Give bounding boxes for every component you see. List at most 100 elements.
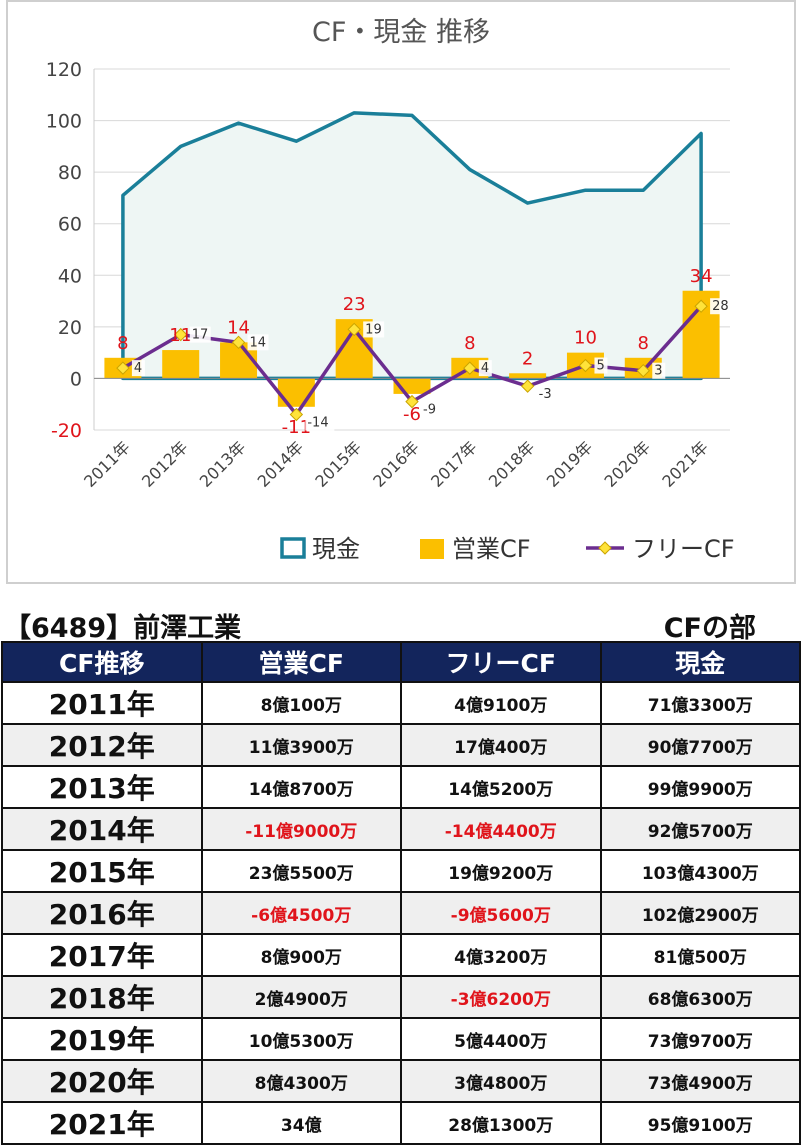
free-cf-marker: [116, 361, 130, 375]
operating-cf-data-label: 8: [638, 333, 649, 354]
legend-cash-label: 現金: [312, 535, 360, 563]
x-tick-label: 2020年: [601, 437, 655, 491]
operating-cf-cell: 8億900万: [200, 933, 402, 977]
cash-cell: 103億4300万: [599, 849, 801, 893]
free-cf-marker: [463, 361, 477, 375]
cash-cell: 68億6300万: [599, 975, 801, 1019]
legend-operating-cf-swatch: [420, 539, 444, 559]
table-row: 2011年 8億100万 4億9100万 71億3300万: [1, 681, 801, 725]
free-cf-label-box: [536, 386, 558, 403]
free-cf-cell: 28億1300万: [400, 1101, 602, 1145]
free-cf-data-label: -9: [423, 403, 436, 418]
cash-cell: 92億5700万: [599, 807, 801, 851]
free-cf-data-label: 4: [481, 361, 489, 376]
operating-cf-data-label: 11: [169, 325, 192, 346]
free-cf-cell: 4億3200万: [400, 933, 602, 977]
free-cf-cell: -9億5600万: [400, 891, 602, 935]
x-tick-label: 2019年: [543, 437, 597, 491]
x-tick-label: 2021年: [658, 437, 712, 491]
table-row: 2012年 11億3900万 17億400万 90億7700万: [1, 723, 801, 767]
operating-cf-cell: 8億100万: [200, 681, 402, 725]
table-row: 2013年 14億8700万 14億5200万 99億9900万: [1, 765, 801, 809]
operating-cf-data-label: 14: [227, 317, 250, 338]
legend-free-cf-marker: [598, 541, 612, 555]
operating-cf-data-label: -11: [282, 417, 311, 438]
free-cf-label-box: [305, 414, 335, 431]
operating-cf-cell: 34億: [200, 1101, 402, 1145]
free-cf-label-box: [652, 362, 666, 379]
y-tick-label: 120: [46, 59, 82, 81]
year-cell: 2011年: [1, 681, 203, 725]
cash-cell: 73億4900万: [599, 1059, 801, 1103]
free-cf-data-label: 14: [250, 335, 267, 350]
free-cf-data-label: -14: [307, 416, 328, 431]
cash-cell: 73億9700万: [599, 1017, 801, 1061]
year-cell: 2016年: [1, 891, 203, 935]
table-row: 2014年 -11億9000万 -14億4400万 92億5700万: [1, 807, 801, 851]
operating-cf-data-label: 10: [574, 328, 597, 349]
free-cf-data-label: 5: [596, 359, 604, 374]
col-header-period: CF推移: [1, 641, 203, 683]
free-cf-marker: [289, 407, 304, 422]
operating-cf-data-label: 34: [690, 266, 713, 287]
year-cell: 2015年: [1, 849, 203, 893]
operating-cf-cell: 23億5500万: [200, 849, 402, 893]
year-cell: 2014年: [1, 807, 203, 851]
operating-cf-cell: 10億5300万: [200, 1017, 402, 1061]
year-cell: 2018年: [1, 975, 203, 1019]
free-cf-label-box: [594, 357, 608, 374]
operating-cf-cell: -11億9000万: [200, 807, 402, 851]
cash-area-series: [121, 111, 703, 381]
y-tick-label: 100: [46, 111, 82, 133]
operating-cf-cell: 2億4900万: [200, 975, 402, 1019]
operating-cf-bar: [509, 373, 547, 379]
y-tick-label: 20: [58, 317, 82, 339]
year-cell: 2017年: [1, 933, 203, 977]
col-header-operating-cf: 営業CF: [200, 641, 402, 683]
operating-cf-bar: [162, 350, 200, 379]
operating-cf-data-label: 8: [464, 333, 475, 354]
operating-cf-data-label: 8: [117, 333, 128, 354]
operating-cf-cell: 8億4300万: [200, 1059, 402, 1103]
free-cf-label-box: [247, 334, 269, 351]
free-cf-data-label: 19: [365, 322, 382, 337]
free-cf-label-box: [421, 401, 442, 418]
operating-cf-cell: 14億8700万: [200, 765, 402, 809]
free-cf-data-label: -3: [539, 387, 552, 402]
free-cf-marker: [347, 322, 361, 337]
x-tick-label: 2011年: [80, 437, 134, 491]
free-cf-marker: [405, 394, 419, 409]
table-row: 2016年 -6億4500万 -9億5600万 102億2900万: [1, 891, 801, 935]
cash-cell: 71億3300万: [599, 681, 801, 725]
table-row: 2015年 23億5500万 19億9200万 103億4300万: [1, 849, 801, 893]
cash-cell: 81億500万: [599, 933, 801, 977]
year-cell: 2012年: [1, 723, 203, 767]
operating-cf-bar: [277, 378, 315, 407]
x-tick-label: 2015年: [311, 437, 365, 491]
cf-table: CF推移 営業CF フリーCF 現金 2011年 8億100万 4億9100万 71億…: [1, 641, 801, 1145]
y-tick-label: 40: [58, 265, 82, 287]
free-cf-data-label: 3: [654, 364, 662, 379]
x-tick-label: 2018年: [485, 437, 539, 491]
operating-cf-data-label: 2: [522, 348, 533, 369]
free-cf-data-label: 28: [712, 299, 729, 314]
table-row: 2018年 2億4900万 -3億6200万 68億6300万: [1, 975, 801, 1019]
chart-title: CF・現金 推移: [312, 17, 490, 48]
free-cf-label-box: [710, 298, 732, 315]
section-title: CFの部: [663, 613, 756, 644]
col-header-free-cf: フリーCF: [400, 641, 602, 683]
free-cf-marker: [231, 335, 246, 350]
chart-panel: CF・現金 推移 -20 0 20 40 60 80 100 120 8 11 14 -11 23 -6 8 2…: [6, 0, 796, 584]
free-cf-marker: [520, 379, 535, 393]
table-row: 2017年 8億900万 4億3200万 81億500万: [1, 933, 801, 977]
table-header-row: CF推移 営業CF フリーCF 現金: [1, 641, 801, 683]
legend-operating-cf-label: 営業CF: [452, 535, 531, 563]
free-cf-label-box: [189, 326, 211, 343]
y-tick-label: 60: [58, 214, 82, 236]
free-cf-cell: 19億9200万: [400, 849, 602, 893]
company-title: 【6489】前澤工業: [4, 613, 242, 644]
free-cf-marker: [636, 363, 650, 378]
free-cf-cell: 14億5200万: [400, 765, 602, 809]
year-cell: 2013年: [1, 765, 203, 809]
